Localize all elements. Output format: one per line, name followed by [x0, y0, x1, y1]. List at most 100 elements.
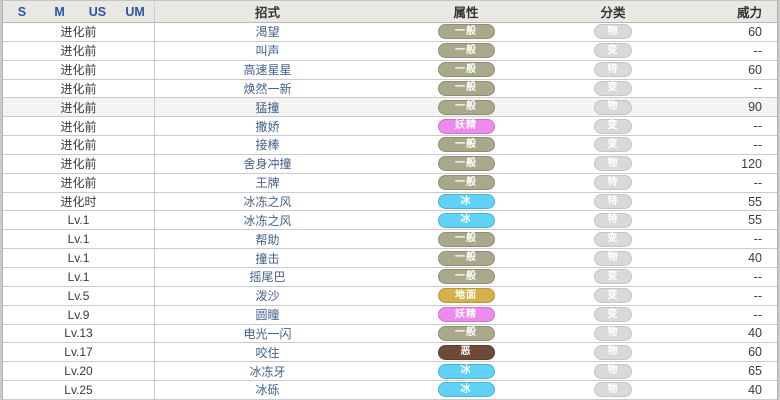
- move-link[interactable]: 猛撞: [255, 100, 280, 115]
- table-row: 进化前 焕然一新 一般 变 --: [3, 79, 777, 99]
- table-header-row: S M US UM 招式 属性 分类 威力: [3, 0, 777, 23]
- power-value: --: [753, 43, 762, 58]
- type-badge[interactable]: 一般: [437, 231, 495, 247]
- power-value: 55: [748, 194, 762, 209]
- type-badge[interactable]: 冰: [437, 363, 495, 379]
- move-cell: 冰冻之风: [155, 211, 380, 229]
- move-link[interactable]: 接棒: [255, 138, 280, 153]
- move-link[interactable]: 撞击: [255, 251, 280, 266]
- type-badge[interactable]: 一般: [437, 250, 495, 266]
- move-link[interactable]: 舍身冲撞: [243, 157, 292, 172]
- power-value: --: [753, 288, 762, 303]
- type-badge[interactable]: 一般: [437, 80, 495, 96]
- move-cell: 泼沙: [155, 287, 380, 305]
- move-link[interactable]: 焕然一新: [243, 81, 292, 96]
- move-cell: 王牌: [155, 174, 380, 192]
- move-link[interactable]: 叫声: [255, 44, 280, 59]
- category-cell: 变: [552, 230, 674, 248]
- move-link[interactable]: 泼沙: [255, 289, 280, 304]
- move-cell: 焕然一新: [155, 80, 380, 98]
- category-badge: 物: [594, 99, 632, 115]
- type-badge[interactable]: 一般: [437, 175, 495, 191]
- header-category: 分类: [600, 6, 626, 20]
- type-badge[interactable]: 冰: [437, 194, 495, 210]
- table-row: 进化前 猛撞 一般 物 90: [3, 98, 777, 118]
- header-move: 招式: [254, 6, 280, 20]
- type-badge[interactable]: 一般: [437, 43, 495, 59]
- type-badge[interactable]: 妖精: [437, 118, 495, 134]
- move-link[interactable]: 冰冻之风: [243, 213, 292, 228]
- move-link[interactable]: 冰冻之风: [243, 195, 292, 210]
- power-cell: --: [674, 136, 777, 154]
- type-badge[interactable]: 一般: [437, 325, 495, 341]
- type-cell: 冰: [380, 381, 552, 399]
- type-badge[interactable]: 地面: [437, 288, 495, 304]
- type-badge[interactable]: 一般: [437, 99, 495, 115]
- type-badge[interactable]: 恶: [437, 344, 495, 360]
- category-badge: 物: [594, 382, 632, 398]
- category-cell: 物: [552, 249, 674, 267]
- move-cell: 舍身冲撞: [155, 155, 380, 173]
- category-badge: 变: [594, 269, 632, 285]
- move-link[interactable]: 帮助: [255, 232, 280, 247]
- power-value: --: [753, 81, 762, 96]
- move-link[interactable]: 冰砾: [255, 383, 280, 398]
- power-value: --: [753, 269, 762, 284]
- category-cell: 物: [552, 325, 674, 343]
- category-badge: 特: [594, 175, 632, 191]
- move-link[interactable]: 王牌: [255, 176, 280, 191]
- move-cell: 摇尾巴: [155, 268, 380, 286]
- move-link[interactable]: 圆瞳: [255, 308, 280, 323]
- table-row: 进化前 高速星星 一般 特 60: [3, 60, 777, 80]
- level-cell: Lv.1: [3, 267, 155, 286]
- header-game-um[interactable]: UM: [125, 4, 145, 19]
- type-badge[interactable]: 一般: [437, 156, 495, 172]
- table-body: 进化前 渴望 一般 物 60 进化前 叫声 一般 变 -- 进化前 高速星星: [3, 23, 777, 400]
- type-badge[interactable]: 一般: [437, 269, 495, 285]
- move-link[interactable]: 咬住: [255, 345, 280, 360]
- category-cell: 特: [552, 193, 674, 211]
- move-cell: 接棒: [155, 136, 380, 154]
- move-link[interactable]: 冰冻牙: [249, 364, 286, 379]
- header-game-us[interactable]: US: [88, 4, 107, 19]
- power-cell: 40: [674, 325, 777, 343]
- table-row: Lv.17 咬住 恶 物 60: [3, 343, 777, 363]
- level-cell: Lv.13: [3, 324, 155, 343]
- header-games-wrap: S M US UM: [3, 1, 154, 22]
- category-cell: 变: [552, 80, 674, 98]
- power-cell: 120: [674, 155, 777, 173]
- power-value: 60: [748, 345, 762, 360]
- level-cell: Lv.20: [3, 362, 155, 381]
- move-cell: 冰砾: [155, 381, 380, 399]
- table-row: 进化时 冰冻之风 冰 特 55: [3, 192, 777, 212]
- type-cell: 一般: [380, 80, 552, 98]
- type-badge[interactable]: 冰: [437, 212, 495, 228]
- category-badge: 特: [594, 212, 632, 228]
- move-link[interactable]: 高速星星: [243, 63, 292, 78]
- category-badge: 变: [594, 288, 632, 304]
- move-link[interactable]: 渴望: [255, 25, 280, 40]
- move-link[interactable]: 摇尾巴: [249, 270, 286, 285]
- level-cell: Lv.5: [3, 286, 155, 305]
- move-link[interactable]: 电光一闪: [243, 326, 292, 341]
- type-badge[interactable]: 一般: [437, 24, 495, 40]
- power-value: 40: [748, 326, 762, 341]
- move-cell: 撒娇: [155, 117, 380, 135]
- type-badge[interactable]: 冰: [437, 382, 495, 398]
- power-value: 40: [748, 251, 762, 266]
- type-badge[interactable]: 一般: [437, 137, 495, 153]
- type-badge[interactable]: 妖精: [437, 307, 495, 323]
- category-cell: 变: [552, 136, 674, 154]
- type-badge[interactable]: 一般: [437, 62, 495, 78]
- level-cell: 进化前: [3, 173, 155, 192]
- category-cell: 特: [552, 211, 674, 229]
- move-link[interactable]: 撒娇: [255, 119, 280, 134]
- category-badge: 物: [594, 24, 632, 40]
- header-game-m[interactable]: M: [54, 4, 65, 19]
- type-cell: 恶: [380, 343, 552, 361]
- move-cell: 咬住: [155, 343, 380, 361]
- type-cell: 一般: [380, 174, 552, 192]
- header-game-s[interactable]: S: [17, 4, 27, 19]
- category-cell: 物: [552, 381, 674, 399]
